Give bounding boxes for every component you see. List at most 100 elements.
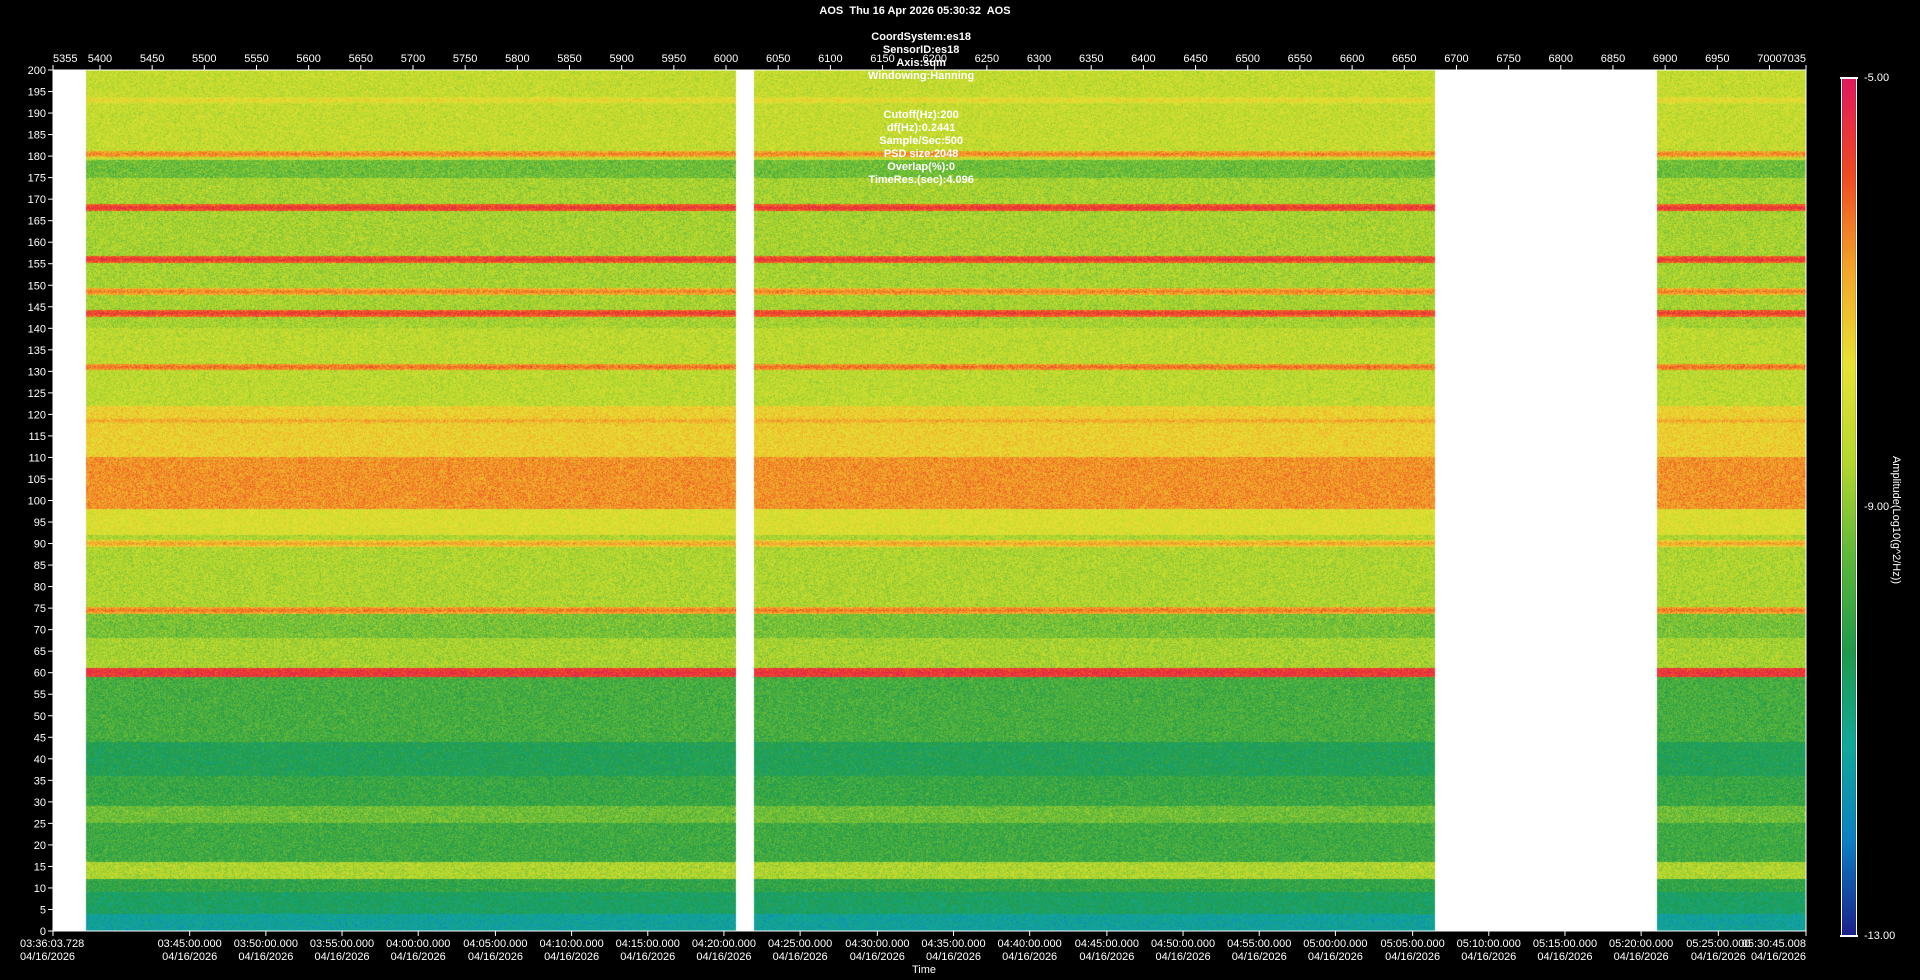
top-tick-label: 7035 (1782, 53, 1806, 65)
y-tick-label: 0 (40, 926, 46, 938)
date-tick-label: 04/16/2026 (1385, 951, 1440, 963)
time-tick-label: 04:05:00.000 (463, 938, 527, 950)
header-info-line-1: CoordSystem:es18 SensorID:es18 Axis:sum … (0, 18, 1830, 96)
top-tick-label: 6350 (1079, 53, 1103, 65)
date-tick-label: 04/16/2026 (773, 951, 828, 963)
y-tick-label: 125 (28, 388, 46, 400)
y-tick-label: 135 (28, 345, 46, 357)
date-tick-label: 04/16/2026 (1614, 951, 1669, 963)
top-tick-label: 6750 (1496, 53, 1520, 65)
top-tick-label: 5800 (505, 53, 529, 65)
y-tick-label: 180 (28, 151, 46, 163)
date-tick-label: 04/16/2026 (544, 951, 599, 963)
time-tick-label: 04:40:00.000 (998, 938, 1062, 950)
top-tick-label: 6600 (1340, 53, 1364, 65)
x-axis-title: Time (911, 964, 937, 976)
y-tick-label: 20 (34, 840, 46, 852)
time-tick-label: 05:00:00.000 (1303, 938, 1367, 950)
y-tick-label: 165 (28, 216, 46, 228)
y-tick-label: 10 (34, 883, 46, 895)
y-tick-label: 85 (34, 560, 46, 572)
y-tick-label: 150 (28, 280, 46, 292)
time-res-label: TimeRes.(sec):4.096 (868, 174, 974, 186)
top-tick-label: 6050 (766, 53, 790, 65)
date-tick-label: 04/16/2026 (1537, 951, 1592, 963)
time-tick-label: 04:10:00.000 (539, 938, 603, 950)
plot-frame (52, 69, 1807, 932)
top-tick-label: 5650 (349, 53, 373, 65)
date-tick-label: 04/16/2026 (1691, 951, 1746, 963)
time-tick-label: 04:15:00.000 (616, 938, 680, 950)
date-tick-label: 04/16/2026 (162, 951, 217, 963)
top-tick-label: 5400 (88, 53, 112, 65)
time-tick-label: 04:25:00.000 (768, 938, 832, 950)
y-tick-label: 190 (28, 108, 46, 120)
date-tick-label: 04/16/2026 (20, 951, 75, 963)
time-tick-label: 04:35:00.000 (921, 938, 985, 950)
axis-label: Axis:sum (896, 57, 946, 69)
time-tick-label: 03:55:00.000 (310, 938, 374, 950)
date-tick-label: 04/16/2026 (1079, 951, 1134, 963)
header-info-line-2: Cutoff(Hz):200 df(Hz):0.2441 Sample/Sec:… (0, 96, 1830, 200)
date-tick-label: 04/16/2026 (315, 951, 370, 963)
y-tick-label: 105 (28, 474, 46, 486)
y-tick-label: 25 (34, 818, 46, 830)
y-tick-label: 45 (34, 732, 46, 744)
date-tick-label: 04/16/2026 (926, 951, 981, 963)
top-tick-label: 7000 (1757, 53, 1781, 65)
y-tick-label: 115 (28, 431, 46, 443)
y-tick-label: 5 (40, 904, 46, 916)
y-tick-label: 95 (34, 517, 46, 529)
time-tick-label: 04:55:00.000 (1227, 938, 1291, 950)
y-tick-label: 70 (34, 625, 46, 637)
date-tick-label: 04/16/2026 (391, 951, 446, 963)
time-tick-label: 05:15:00.000 (1533, 938, 1597, 950)
top-tick-label: 5450 (140, 53, 164, 65)
top-tick-label: 5750 (453, 53, 477, 65)
y-tick-label: 50 (34, 711, 46, 723)
y-tick-label: 200 (28, 65, 46, 77)
top-tick-label: 5950 (662, 53, 686, 65)
coord-system-label: CoordSystem:es18 (871, 31, 971, 43)
y-tick-label: 145 (28, 302, 46, 314)
time-tick-label: 05:05:00.000 (1381, 938, 1445, 950)
colorbar-label: Amplitude(Log10(g^2/Hz)) (1890, 455, 1902, 585)
top-tick-label: 5500 (192, 53, 216, 65)
time-tick-label: 04:50:00.000 (1151, 938, 1215, 950)
time-tick-label: 04:30:00.000 (845, 938, 909, 950)
time-tick-label: 04:45:00.000 (1075, 938, 1139, 950)
y-tick-label: 80 (34, 582, 46, 594)
y-tick-label: 65 (34, 646, 46, 658)
time-tick-label: 05:20:00.000 (1609, 938, 1673, 950)
top-tick-label: 5900 (609, 53, 633, 65)
top-tick-label: 6950 (1705, 53, 1729, 65)
top-tick-label: 6000 (714, 53, 738, 65)
y-tick-label: 160 (28, 237, 46, 249)
psd-size-label: PSD size:2048 (883, 148, 959, 160)
top-tick-label: 6150 (870, 53, 894, 65)
date-tick-label: 04/16/2026 (1156, 951, 1211, 963)
top-tick-label: 6250 (975, 53, 999, 65)
plot-header: AOS Thu 16 Apr 2026 05:30:32 AOS CoordSy… (0, 5, 1830, 200)
y-tick-label: 100 (28, 496, 46, 508)
top-tick-label: 6100 (818, 53, 842, 65)
y-tick-label: 170 (28, 194, 46, 206)
time-tick-label: 03:45:00.000 (158, 938, 222, 950)
top-tick-label: 6450 (1183, 53, 1207, 65)
time-tick-label: 05:10:00.000 (1457, 938, 1521, 950)
windowing-label: Windowing:Hanning (868, 70, 975, 82)
y-tick-label: 60 (34, 668, 46, 680)
y-tick-label: 90 (34, 539, 46, 551)
df-label: df(Hz):0.2441 (886, 122, 956, 134)
date-tick-label: 04/16/2026 (1308, 951, 1363, 963)
colorbar-frame (1841, 77, 1857, 937)
y-tick-label: 40 (34, 754, 46, 766)
date-tick-label: 04/16/2026 (620, 951, 675, 963)
y-tick-label: 195 (28, 87, 46, 99)
top-tick-label: 6650 (1392, 53, 1416, 65)
colorbar-tick-mid: -9.00 (1864, 501, 1890, 513)
date-tick-label: 04/16/2026 (238, 951, 293, 963)
date-tick-label: 04/16/2026 (1461, 951, 1516, 963)
